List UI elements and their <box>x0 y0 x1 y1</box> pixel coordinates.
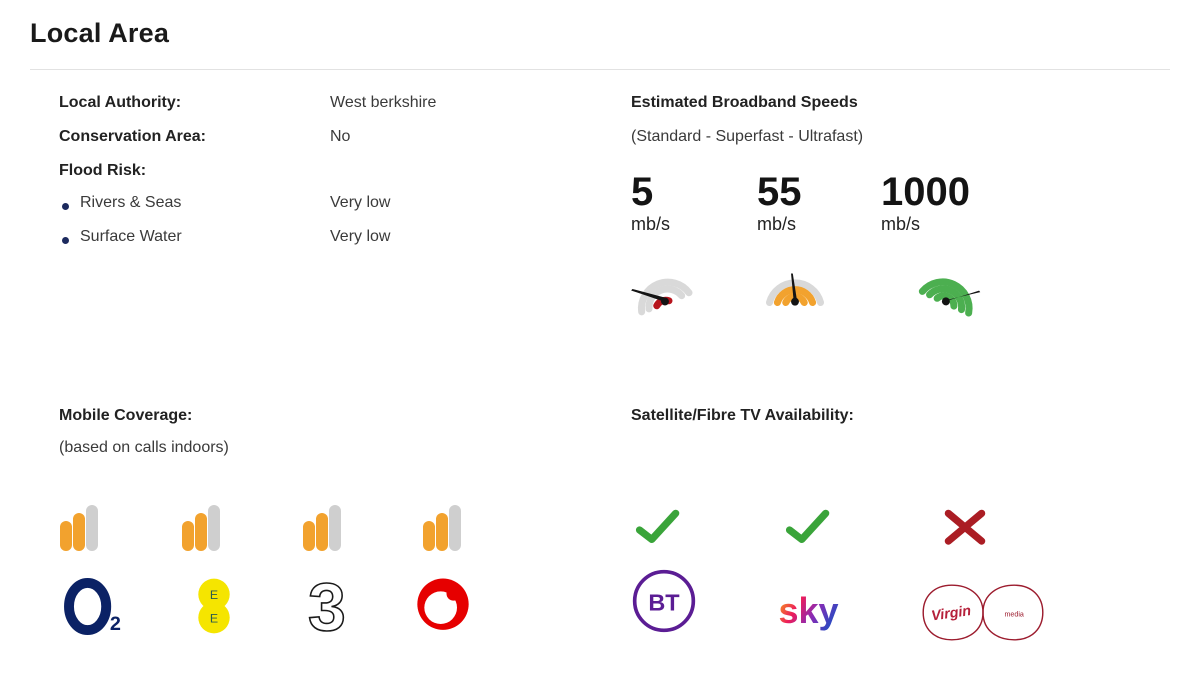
svg-text:2: 2 <box>110 613 121 635</box>
svg-text:3: 3 <box>308 569 346 644</box>
svg-text:media: media <box>1004 610 1023 618</box>
svg-text:BT: BT <box>648 590 680 616</box>
svg-text:sky: sky <box>779 590 839 631</box>
svg-text:E: E <box>210 611 218 625</box>
svg-text:Virgin: Virgin <box>930 603 972 624</box>
svg-text:E: E <box>210 588 218 602</box>
